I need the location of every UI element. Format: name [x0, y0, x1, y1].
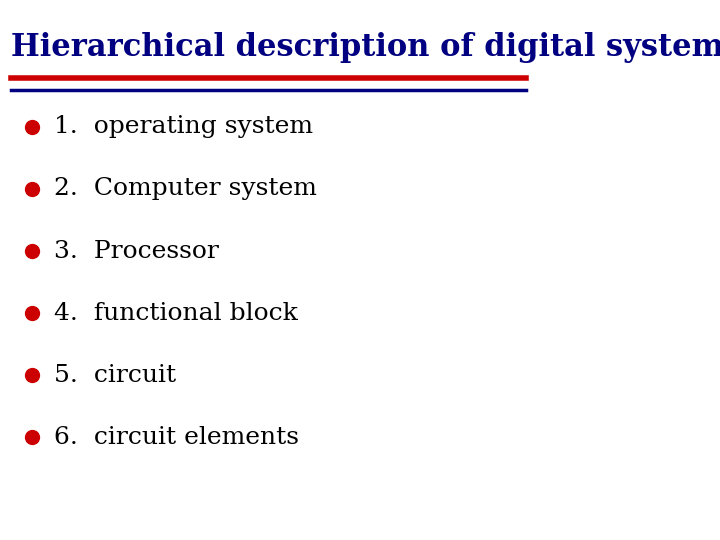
Text: 6.  circuit elements: 6. circuit elements — [54, 426, 299, 449]
Text: Hierarchical description of digital systems: Hierarchical description of digital syst… — [11, 32, 720, 63]
Text: 1.  operating system: 1. operating system — [54, 116, 312, 138]
Text: 5.  circuit: 5. circuit — [54, 364, 176, 387]
Text: 3.  Processor: 3. Processor — [54, 240, 219, 262]
Text: 2.  Computer system: 2. Computer system — [54, 178, 317, 200]
Text: 4.  functional block: 4. functional block — [54, 302, 297, 325]
